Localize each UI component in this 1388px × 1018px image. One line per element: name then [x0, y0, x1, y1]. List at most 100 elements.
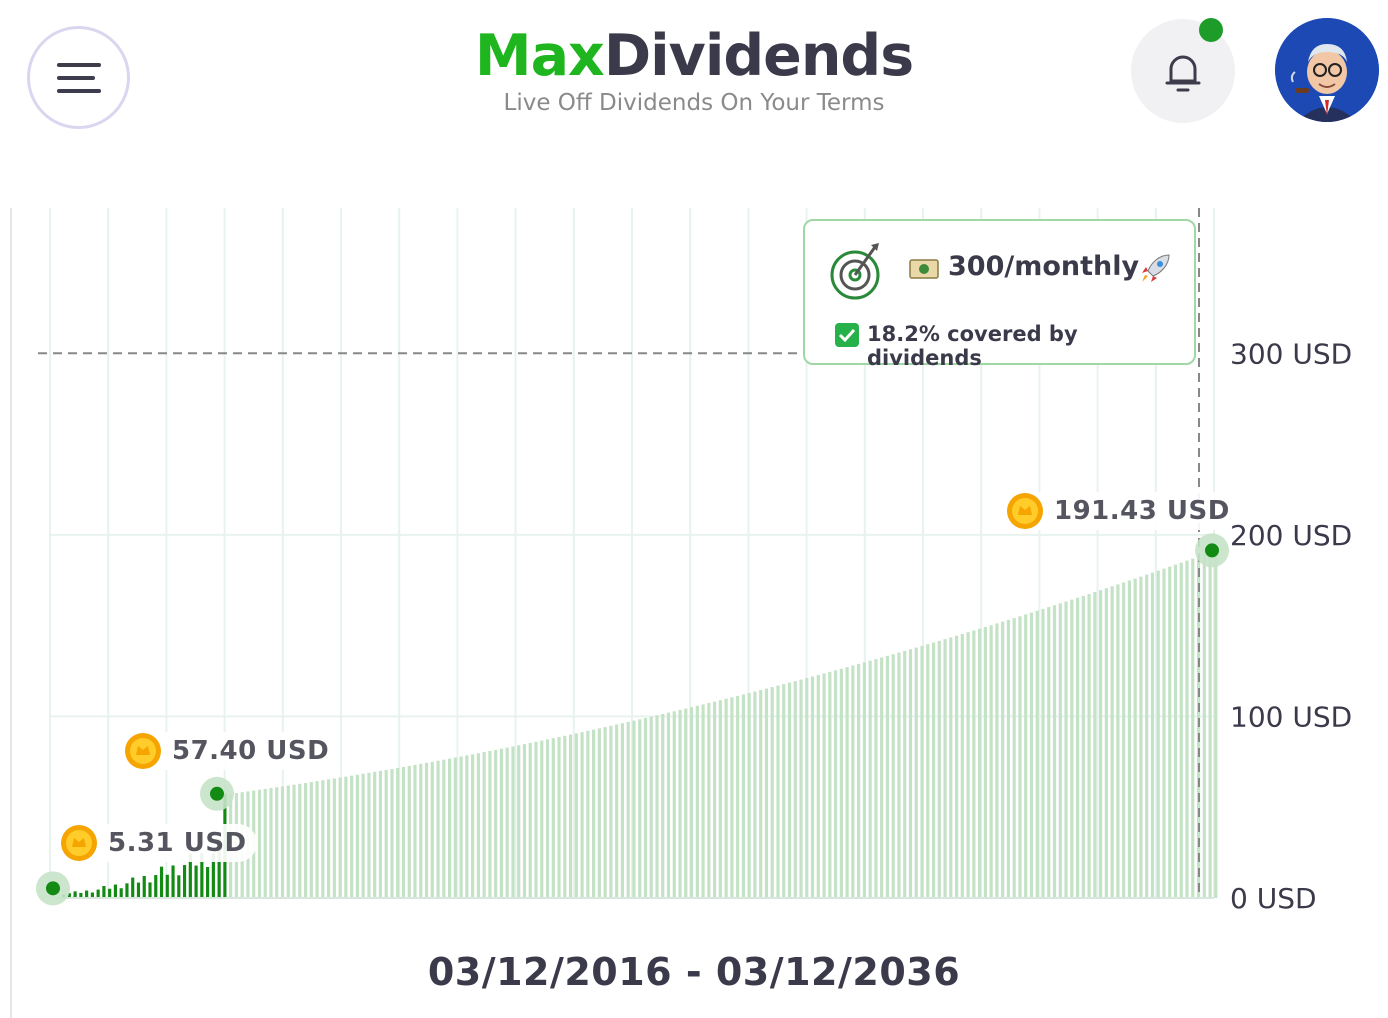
check-icon [835, 323, 859, 347]
bar [989, 625, 993, 898]
bar [805, 678, 809, 898]
bar [695, 705, 699, 898]
goal-box[interactable]: 300/monthly 18.2% covered by dividends [803, 219, 1196, 370]
bar [1087, 593, 1091, 898]
bar [638, 719, 642, 898]
coverage-text: 18.2% covered by dividends [867, 322, 1078, 370]
bar [1070, 599, 1074, 898]
bar [1127, 580, 1131, 898]
money-icon [909, 259, 939, 279]
bar [903, 650, 907, 898]
bar [920, 645, 924, 898]
bar [816, 674, 820, 898]
y-tick-label: 300 USD [1230, 337, 1352, 370]
bar [1145, 574, 1149, 898]
bar [534, 741, 538, 898]
bar [298, 783, 302, 898]
bar [753, 691, 757, 898]
y-tick-label: 200 USD [1230, 519, 1352, 552]
bar [419, 763, 423, 898]
bar [776, 685, 780, 898]
bar [851, 665, 855, 898]
bar [736, 695, 740, 898]
bar [459, 756, 463, 898]
bar [1185, 560, 1189, 898]
bar [1001, 621, 1005, 898]
bar [309, 782, 313, 898]
bar [770, 687, 774, 898]
history-start-marker [46, 881, 60, 896]
bar [689, 707, 694, 898]
bar [119, 888, 123, 898]
bar [885, 655, 890, 898]
bar [615, 724, 619, 898]
bar [303, 782, 308, 898]
bar [1006, 619, 1011, 898]
brand-max: Max [474, 23, 605, 89]
bar [626, 721, 630, 898]
tagline: Live Off Dividends On Your Terms [503, 90, 885, 116]
bar [1058, 603, 1062, 898]
bar [1018, 616, 1022, 898]
bar [678, 709, 682, 898]
bar [747, 692, 751, 898]
bar [1029, 612, 1034, 898]
bar [378, 770, 383, 898]
bar [453, 757, 457, 898]
bar [113, 884, 118, 898]
bar [914, 647, 918, 898]
investor-avatar [1275, 18, 1379, 122]
bar [361, 773, 365, 898]
bar [880, 657, 884, 898]
bar [194, 865, 198, 898]
bar [528, 742, 532, 898]
projection-end-marker [1205, 543, 1219, 558]
bar [632, 720, 636, 898]
bar [292, 784, 296, 898]
bar [609, 725, 613, 898]
bar [269, 788, 273, 898]
bar [926, 644, 930, 898]
bar [937, 640, 941, 898]
bar [620, 723, 625, 898]
y-tick-label: 0 USD [1230, 882, 1317, 915]
user-avatar[interactable] [1275, 18, 1379, 122]
bar [448, 758, 452, 898]
bar [154, 875, 158, 898]
bar [897, 652, 901, 898]
menu-button[interactable] [27, 26, 130, 129]
bar [522, 744, 527, 898]
bar [442, 759, 446, 898]
bar [1196, 556, 1201, 898]
bar [471, 754, 475, 898]
bar [822, 673, 826, 898]
history-end-label: 57.40 USD [122, 732, 340, 770]
bar [499, 748, 504, 898]
bar [931, 642, 936, 898]
brand-logo[interactable]: MaxDividends [0, 24, 1388, 88]
bar [1202, 554, 1206, 898]
bar [718, 700, 722, 898]
bar [367, 772, 371, 898]
target-icon [830, 243, 880, 300]
bar [332, 778, 336, 898]
bar [730, 697, 734, 898]
bell-icon [1165, 55, 1201, 92]
bar [649, 716, 653, 898]
brand-dividends: Dividends [603, 23, 914, 89]
bar [200, 853, 204, 898]
bar [327, 779, 331, 898]
bar [171, 865, 175, 898]
bar [407, 765, 411, 898]
bar [1041, 608, 1045, 898]
bar [978, 628, 982, 898]
bar [1162, 568, 1166, 898]
bar [165, 874, 169, 898]
bar [263, 788, 267, 898]
date-range: 03/12/2016 - 03/12/2036 [427, 950, 961, 994]
bar [125, 883, 129, 898]
bar [759, 690, 763, 898]
bar [868, 660, 872, 898]
bar [1191, 558, 1195, 898]
bar [1150, 572, 1155, 898]
